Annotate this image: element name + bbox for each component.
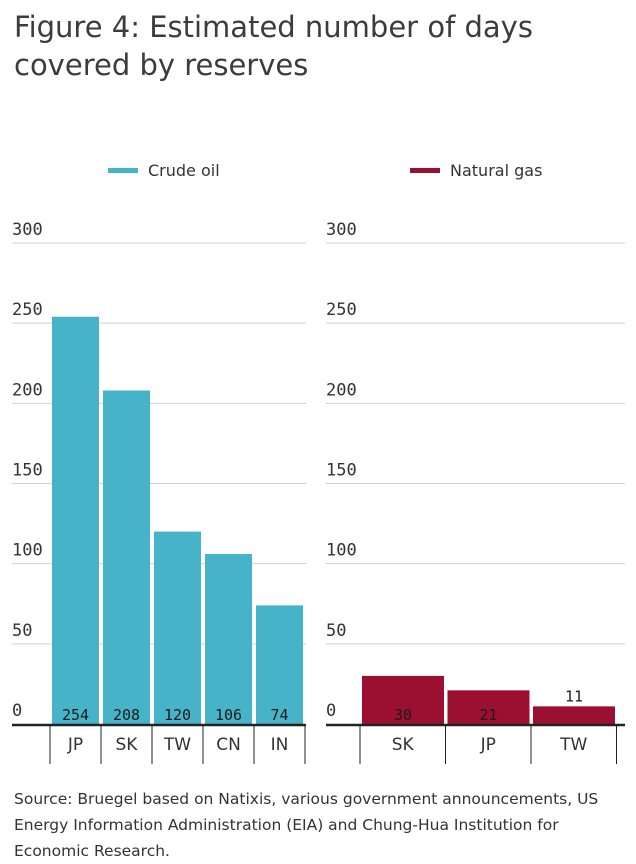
gas-y-tick-label: 100	[326, 541, 357, 561]
gas-y-tick-label: 200	[326, 380, 357, 400]
gas-x-tick-label: SK	[392, 735, 415, 755]
crude-legend-swatch	[108, 168, 138, 173]
crude-y-tick-label: 250	[12, 300, 43, 320]
gas-legend-label: Natural gas	[450, 161, 542, 180]
crude-data-label: 208	[113, 706, 140, 724]
gas-y-tick-label: 50	[326, 621, 346, 641]
crude-y-tick-label: 0	[12, 701, 22, 721]
gas-bar-tw	[533, 706, 615, 724]
crude-data-label: 106	[215, 706, 242, 724]
crude-bar-jp	[52, 316, 99, 724]
gas-x-tick-label: JP	[480, 735, 496, 755]
gas-data-label: 30	[394, 706, 412, 724]
crude-bar-sk	[103, 390, 150, 724]
gas-x-tick-label: TW	[559, 735, 587, 755]
crude-data-label: 120	[164, 706, 191, 724]
gas-y-tick-label: 300	[326, 220, 357, 240]
gas-data-label: 11	[565, 687, 583, 705]
crude-bar-tw	[154, 531, 201, 724]
gas-y-tick-label: 0	[326, 701, 336, 721]
crude-y-tick-label: 200	[12, 380, 43, 400]
crude-legend-label: Crude oil	[148, 161, 220, 180]
chart-title: Figure 4: Estimated number of days cover…	[14, 10, 533, 82]
crude-y-tick-label: 50	[12, 621, 32, 641]
source-note: Source: Bruegel based on Natixis, variou…	[14, 790, 599, 860]
gas-y-tick-label: 250	[326, 300, 357, 320]
gas-bar-sk	[362, 675, 444, 724]
crude-x-tick-label: SK	[116, 735, 139, 755]
crude-x-tick-label: IN	[271, 735, 289, 755]
crude-y-tick-label: 150	[12, 461, 43, 481]
crude-x-tick-label: JP	[67, 735, 83, 755]
crude-bar-cn	[205, 554, 252, 724]
crude-x-tick-label: TW	[163, 735, 191, 755]
crude-y-tick-label: 100	[12, 541, 43, 561]
gas-bar-jp	[447, 690, 530, 724]
crude-y-tick-label: 300	[12, 220, 43, 240]
crude-data-label: 74	[270, 706, 288, 724]
crude-data-label: 254	[62, 706, 89, 724]
gas-y-tick-label: 150	[326, 461, 357, 481]
gas-data-label: 21	[479, 706, 497, 724]
crude-bar-in	[256, 605, 303, 724]
gas-legend-swatch	[410, 168, 440, 173]
crude-x-tick-label: CN	[216, 735, 241, 755]
